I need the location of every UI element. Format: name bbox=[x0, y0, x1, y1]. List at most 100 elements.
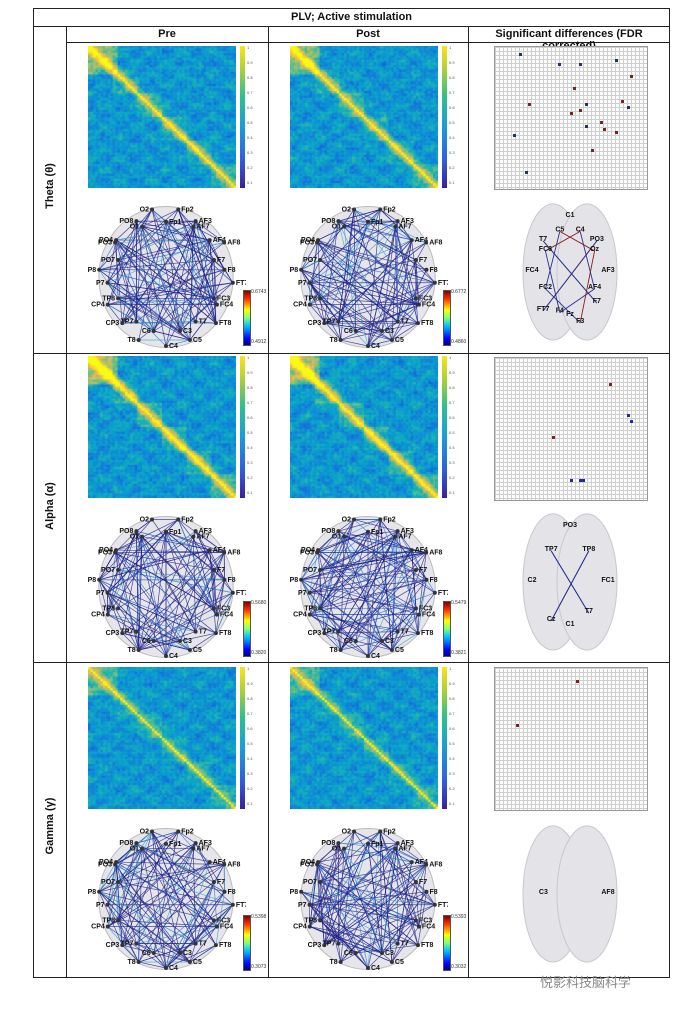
connection-line bbox=[353, 209, 417, 299]
connection-line bbox=[141, 536, 218, 615]
plv-matrix-gamma-post bbox=[290, 667, 438, 809]
electrode-dot bbox=[393, 224, 398, 229]
colorbar-tick-label: 0.8 bbox=[247, 385, 253, 390]
connection-line bbox=[319, 881, 417, 921]
connection-line bbox=[338, 321, 342, 341]
connection-line bbox=[309, 282, 357, 332]
electrode-dot bbox=[191, 534, 196, 539]
connection-line bbox=[324, 297, 417, 324]
connection-line bbox=[397, 531, 419, 634]
electrode-label: PO8 bbox=[119, 528, 133, 535]
connection-line bbox=[99, 891, 196, 944]
electrode-label: O2 bbox=[342, 207, 351, 214]
electrode-dot bbox=[432, 280, 437, 285]
electrode-dot bbox=[432, 902, 437, 907]
electrode-label: T7 bbox=[401, 319, 409, 326]
electrode-label: PO8 bbox=[321, 840, 335, 847]
connection-line bbox=[343, 536, 383, 642]
electrode-dot bbox=[318, 879, 323, 884]
connection-line bbox=[215, 891, 225, 946]
electrode-label: F7 bbox=[419, 567, 427, 574]
connection-line bbox=[136, 519, 153, 532]
electrode-label: Fp2 bbox=[181, 207, 194, 214]
colorbar-alpha-post bbox=[442, 356, 447, 498]
colorbar-tick-label: 0.5 bbox=[247, 741, 253, 746]
colorbar-tick-label: 0.8 bbox=[449, 75, 455, 80]
electrode-label: Fp1 bbox=[371, 841, 384, 848]
sig-matrix-gamma bbox=[494, 667, 648, 811]
electrode-dot bbox=[164, 344, 168, 348]
electrode-label: P7 bbox=[298, 902, 307, 909]
sig-electrode-label: TP8 bbox=[582, 546, 595, 553]
electrode-dot bbox=[176, 517, 181, 522]
jet-colorbar-gamma-post bbox=[443, 915, 451, 971]
electrode-dot bbox=[187, 960, 192, 965]
electrode-label: AF7 bbox=[398, 846, 411, 853]
connection-line bbox=[107, 209, 153, 305]
electrode-label: F8 bbox=[429, 889, 437, 896]
colorbar-tick-label: 0.2 bbox=[247, 475, 253, 480]
connection-line bbox=[319, 259, 420, 305]
table-title: PLV; Active stimulation bbox=[290, 11, 413, 23]
connection-line bbox=[391, 926, 420, 963]
connection-line bbox=[213, 269, 225, 299]
sig-electrode-label: C4 bbox=[576, 226, 585, 233]
jet-colorbar-alpha-post bbox=[443, 601, 451, 657]
electrode-label: C6 bbox=[142, 950, 151, 957]
electrode-label: FC3 bbox=[217, 605, 230, 612]
connection-line bbox=[98, 519, 179, 581]
electrode-label: O2 bbox=[140, 517, 149, 524]
connection-line bbox=[189, 304, 218, 341]
connection-line bbox=[367, 304, 420, 347]
electrode-dot bbox=[352, 517, 357, 522]
connection-line bbox=[319, 881, 420, 927]
watermark: 悦影科技脑科学 bbox=[540, 975, 632, 990]
connection-line bbox=[301, 259, 321, 271]
colorbar-tick-label: 1 bbox=[247, 666, 250, 671]
sig-electrode-label: C2 bbox=[528, 577, 537, 584]
electrode-dot bbox=[150, 829, 155, 834]
electrode-dot bbox=[105, 280, 110, 285]
electrode-label: TP8 bbox=[102, 917, 115, 924]
connection-line bbox=[136, 831, 179, 844]
connection-line bbox=[367, 843, 383, 954]
electrode-label: C5 bbox=[193, 647, 202, 654]
connection-line bbox=[107, 614, 181, 642]
electrode-dot bbox=[214, 924, 219, 929]
electrode-dot bbox=[193, 529, 198, 534]
sig-cell bbox=[585, 102, 588, 106]
electrode-dot bbox=[322, 943, 327, 948]
connection-line bbox=[417, 614, 420, 634]
electrode-label: PO3 bbox=[300, 240, 314, 247]
electrode-dot bbox=[213, 631, 218, 636]
connection-line bbox=[319, 259, 398, 322]
electrode-label: F7 bbox=[217, 879, 225, 886]
connection-line bbox=[411, 549, 427, 553]
connection-line bbox=[300, 269, 325, 324]
electrode-dot bbox=[222, 550, 227, 555]
jet-min-theta-post: 0.4860 bbox=[451, 339, 467, 345]
colorbar-tick-label: 0.1 bbox=[247, 801, 253, 806]
colorbar-tick-label: 0.9 bbox=[449, 60, 455, 65]
connection-line bbox=[165, 221, 215, 299]
colorbar-tick-label: 0.5 bbox=[247, 120, 253, 125]
row-label-gamma: Gamma (γ) bbox=[44, 797, 56, 855]
electrode-dot bbox=[134, 219, 139, 224]
connection-line bbox=[309, 549, 319, 593]
electrode-label: C6 bbox=[344, 638, 353, 645]
electrode-label: Fp2 bbox=[181, 829, 194, 836]
connection-line bbox=[340, 569, 417, 651]
connection-line bbox=[316, 242, 398, 322]
electrode-label: P8 bbox=[290, 889, 299, 896]
col-divider-2 bbox=[468, 26, 469, 978]
electrode-label: Fp2 bbox=[383, 207, 396, 214]
electrode-label: PO8 bbox=[119, 840, 133, 847]
connection-line bbox=[367, 221, 398, 347]
electrode-dot bbox=[389, 648, 394, 653]
electrode-label: F8 bbox=[429, 267, 437, 274]
electrode-dot bbox=[378, 517, 383, 522]
electrode-dot bbox=[207, 238, 212, 243]
